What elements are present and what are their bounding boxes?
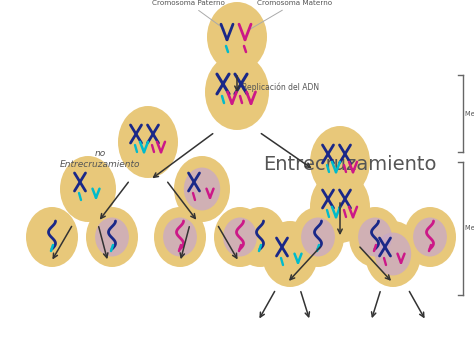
Ellipse shape	[214, 207, 266, 267]
Text: Meiosis II: Meiosis II	[465, 225, 474, 232]
Ellipse shape	[234, 207, 286, 267]
Ellipse shape	[349, 207, 401, 267]
Ellipse shape	[310, 126, 370, 198]
Ellipse shape	[154, 207, 206, 267]
Ellipse shape	[205, 54, 269, 130]
Ellipse shape	[413, 217, 447, 256]
Text: Cromosoma Materno: Cromosoma Materno	[249, 0, 332, 30]
Ellipse shape	[292, 207, 344, 267]
Ellipse shape	[207, 2, 267, 72]
Ellipse shape	[358, 217, 392, 256]
Ellipse shape	[174, 156, 230, 222]
Ellipse shape	[95, 217, 129, 256]
Ellipse shape	[310, 171, 370, 243]
Ellipse shape	[184, 167, 220, 210]
Text: Cromosoma Paterno: Cromosoma Paterno	[152, 0, 225, 29]
Ellipse shape	[163, 217, 197, 256]
Text: Meiosis I: Meiosis I	[465, 111, 474, 117]
Ellipse shape	[301, 217, 335, 256]
Ellipse shape	[404, 207, 456, 267]
Text: no
Entrecruzamiento: no Entrecruzamiento	[60, 149, 140, 169]
Ellipse shape	[118, 106, 178, 178]
Ellipse shape	[86, 207, 138, 267]
Text: Replicación del ADN: Replicación del ADN	[242, 82, 319, 92]
Ellipse shape	[262, 221, 318, 287]
Ellipse shape	[26, 207, 78, 267]
Text: Entrecruzamiento: Entrecruzamiento	[263, 155, 437, 175]
Ellipse shape	[223, 217, 257, 256]
Ellipse shape	[365, 221, 421, 287]
Ellipse shape	[375, 233, 411, 275]
Ellipse shape	[60, 156, 116, 222]
